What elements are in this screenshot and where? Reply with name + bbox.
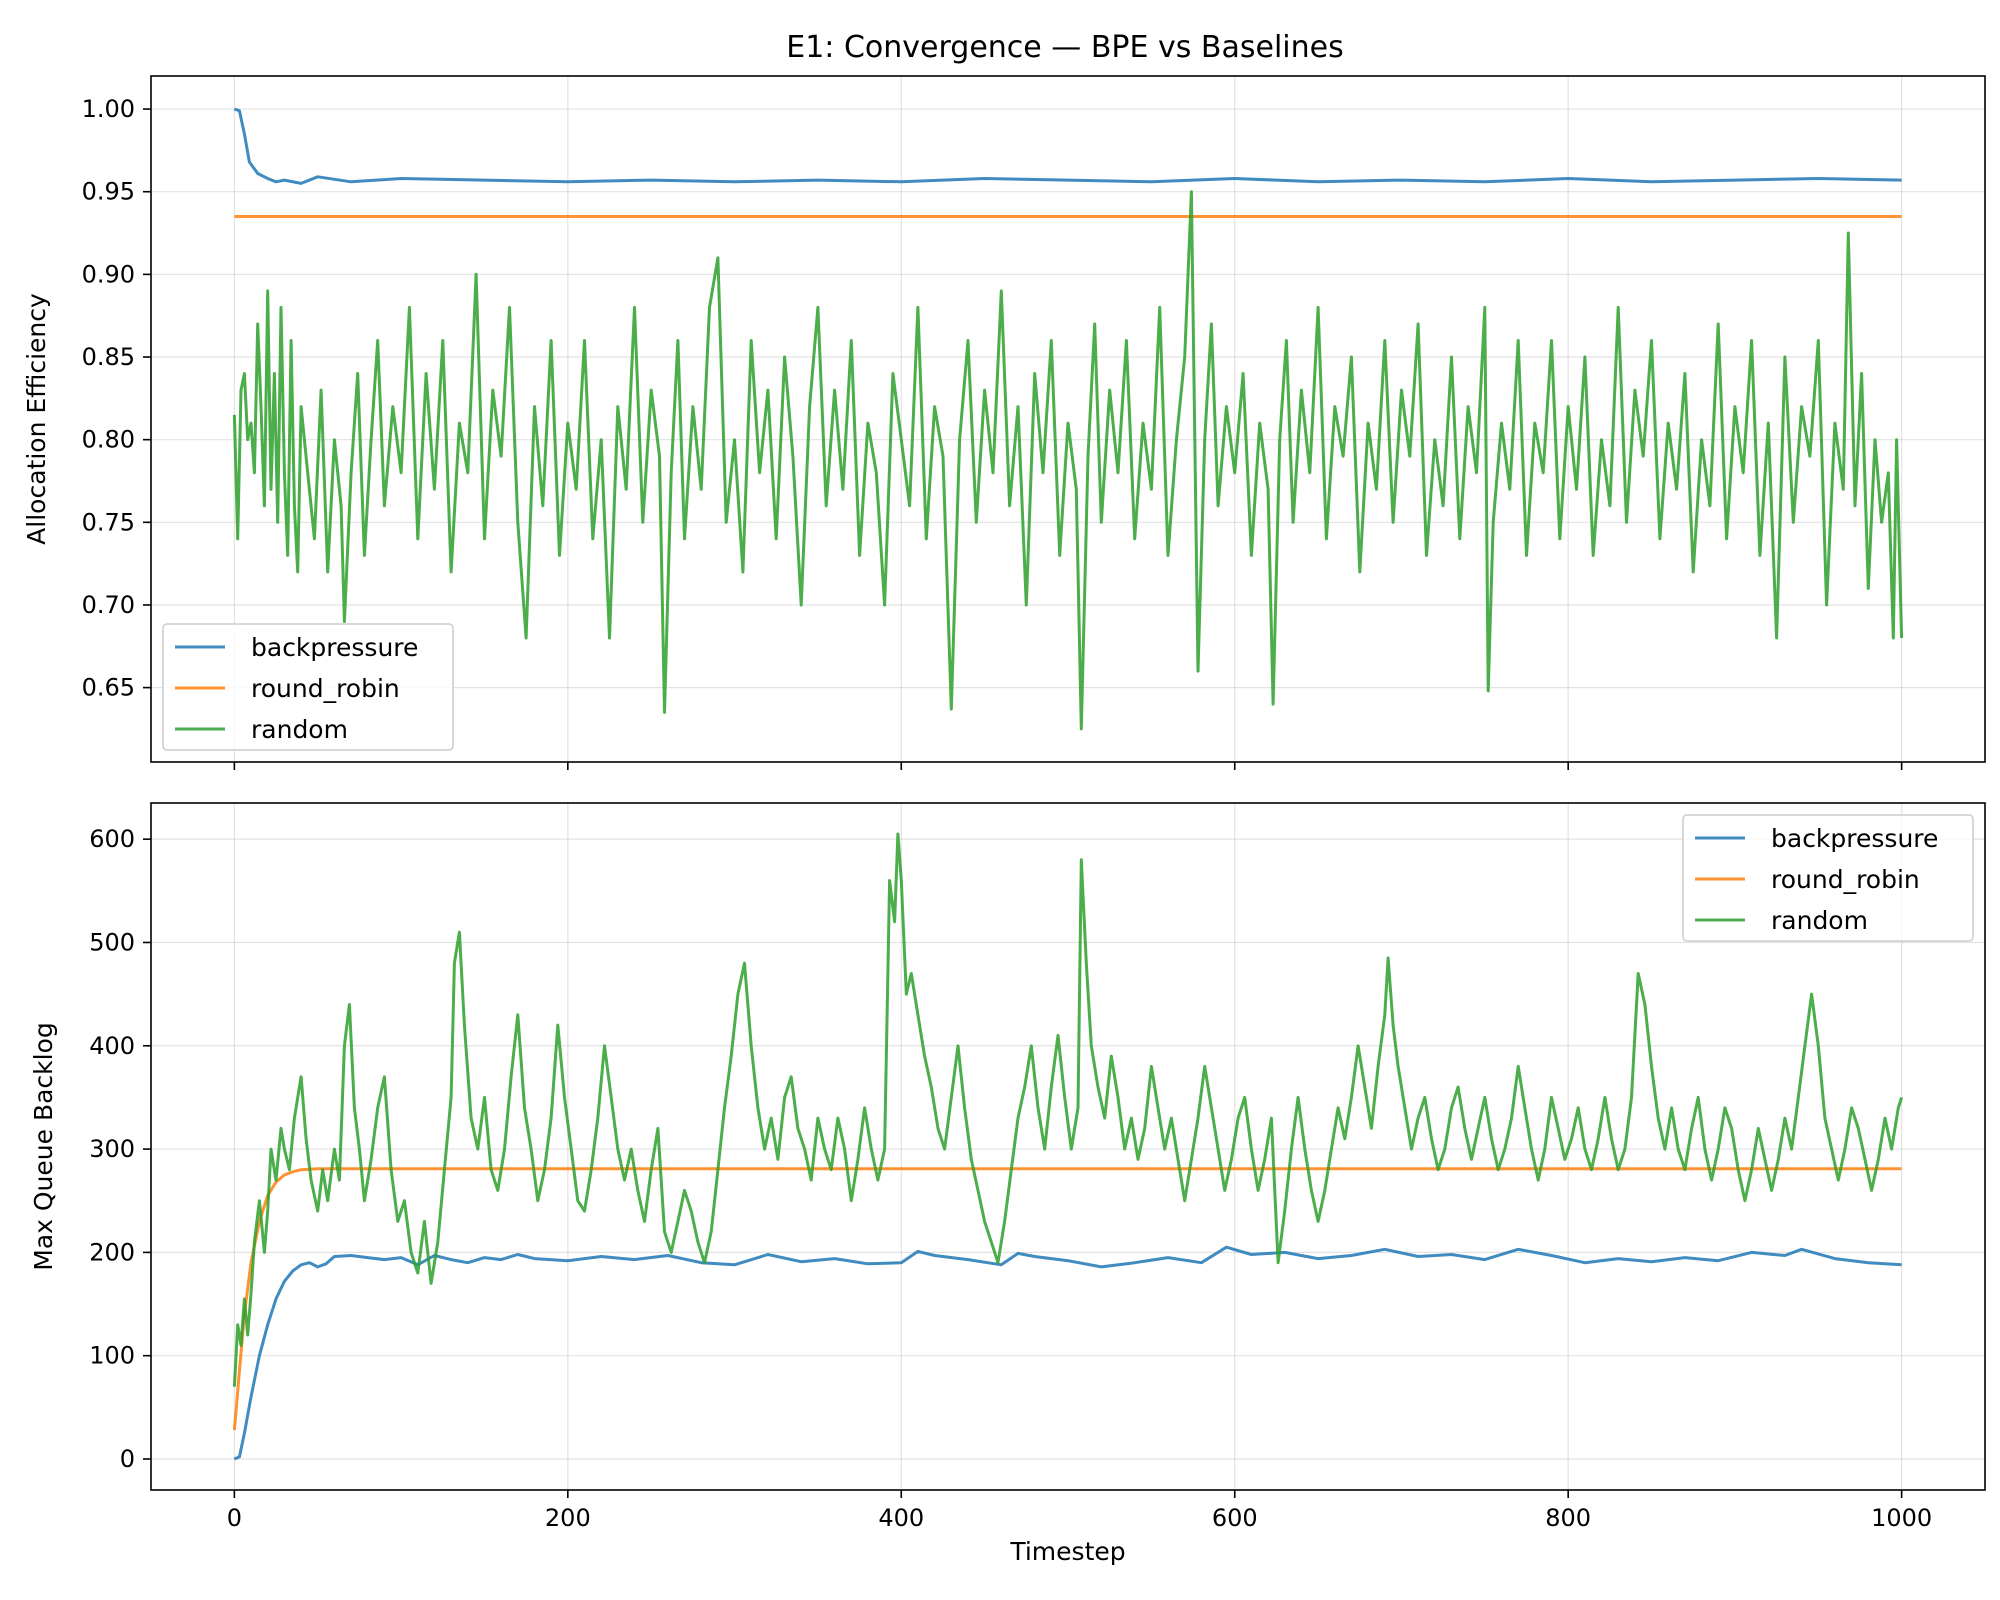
y-tick-label: 0.80 [82, 426, 135, 454]
efficiency-panel: 0.65 0.70 0.75 0.80 0.85 0.90 0.95 1.00 Allocati… [22, 75, 1986, 770]
legend-label-round_robin: round_robin [251, 674, 400, 703]
series-group [232, 832, 1904, 1461]
y-tick-label: 500 [89, 928, 135, 956]
chart-title: E1: Convergence — BPE vs Baselines [786, 30, 1343, 65]
y-axis-label: Max Queue Backlog [29, 1022, 58, 1271]
x-tick-label: 0 [227, 1504, 242, 1532]
series-line-random [232, 190, 1904, 731]
legend-label-round_robin: round_robin [1771, 865, 1920, 894]
legend-frame [1682, 814, 1974, 942]
y-tick-label: 0.90 [82, 260, 135, 288]
y-axis-label: Allocation Efficiency [22, 293, 51, 545]
x-tick-label: 800 [1545, 1504, 1591, 1532]
y-tick-label: 100 [89, 1342, 135, 1370]
series-line-random [232, 832, 1904, 1387]
y-tick-label: 0.65 [82, 674, 135, 702]
legend-frame [162, 623, 454, 751]
y-tick-label: 0.85 [82, 343, 135, 371]
x-axis-label: Timestep [1009, 1537, 1125, 1566]
y-tick-label: 400 [89, 1032, 135, 1060]
y-tick-label: 0.75 [82, 508, 135, 536]
y-tick-label: 300 [89, 1135, 135, 1163]
y-tick-label: 1.00 [82, 95, 135, 123]
plot-frame [150, 75, 1986, 763]
x-tick-label: 200 [545, 1504, 591, 1532]
series-line-round_robin [232, 1167, 1902, 1431]
series-line-backpressure [233, 1245, 1902, 1461]
y-tick-label: 0.70 [82, 591, 135, 619]
legend-label-backpressure: backpressure [1771, 824, 1938, 853]
y-tick-label: 0.95 [82, 178, 135, 206]
x-tick-label: 400 [878, 1504, 924, 1532]
legend-label-random: random [1771, 906, 1868, 935]
legend-label-backpressure: backpressure [251, 633, 418, 662]
plot-frame [150, 802, 1986, 1491]
legend-label-random: random [251, 715, 348, 744]
series-group [232, 107, 1904, 731]
y-tick-label: 200 [89, 1238, 135, 1266]
series-line-backpressure [233, 107, 1902, 185]
backlog-panel: 0 200 400 600 800 1000 0 100 200 300 400 500 600 Max … [29, 802, 1986, 1566]
y-tick-label: 0 [120, 1445, 135, 1473]
x-tick-label: 1000 [1871, 1504, 1932, 1532]
x-tick-label: 600 [1212, 1504, 1258, 1532]
y-tick-label: 600 [89, 825, 135, 853]
